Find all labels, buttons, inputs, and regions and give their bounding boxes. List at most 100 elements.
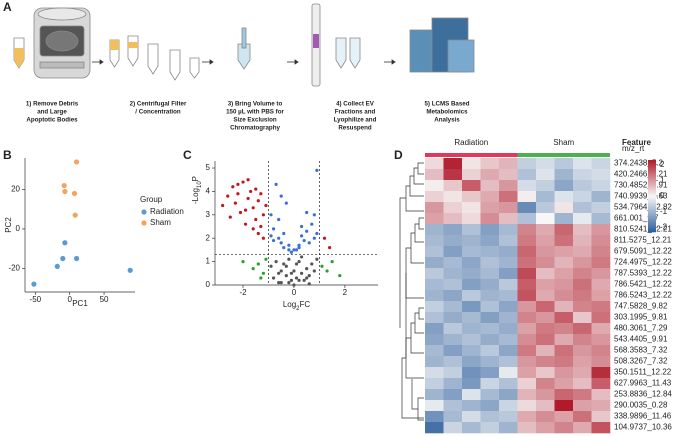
heatmap-cell	[480, 422, 500, 434]
heatmap-cell	[499, 180, 518, 192]
point	[221, 203, 225, 208]
heatmap-cell	[480, 191, 500, 203]
point	[274, 260, 278, 264]
colorbar-segment	[648, 212, 656, 215]
heatmap-cell	[425, 345, 444, 357]
colorbar-segment	[648, 214, 656, 217]
y-tick-label: -20	[8, 263, 20, 272]
axis-label-part: Log	[283, 300, 296, 309]
heatmap-cell	[517, 246, 537, 258]
heatmap-cell	[499, 224, 518, 236]
point	[241, 260, 245, 264]
point	[312, 269, 316, 273]
colorbar-segment	[648, 185, 656, 188]
heatmap-cell	[443, 334, 463, 346]
heatmap-cell	[573, 158, 592, 170]
axis-label-part: FC	[300, 300, 311, 309]
axis-label: Log2FC	[283, 300, 311, 311]
colorbar-segment	[648, 176, 656, 179]
colorbar-segment	[648, 165, 656, 168]
heatmap-cell	[573, 202, 592, 214]
row-label: 508.3267_7.32	[614, 357, 668, 366]
heatmap-cell	[499, 422, 518, 434]
heatmap-cell	[517, 345, 537, 357]
heatmap-cell	[517, 224, 537, 236]
heatmap-cell	[591, 334, 611, 346]
row-label: 627.9963_11.43	[614, 379, 672, 388]
point	[277, 217, 281, 222]
point	[277, 271, 281, 275]
heatmap-cell	[517, 180, 537, 192]
heatmap-cell	[554, 246, 574, 258]
point	[279, 194, 283, 198]
point	[330, 260, 334, 264]
heatmap-cell	[573, 345, 592, 357]
y-tick-label: 0	[206, 280, 211, 289]
heatmap-cell	[425, 268, 444, 280]
heatmap-cell	[591, 213, 611, 225]
heatmap-cell	[443, 411, 463, 423]
heatmap-cell	[462, 323, 481, 335]
heatmap-cell	[554, 169, 574, 181]
point	[302, 238, 306, 243]
heatmap-cell	[462, 301, 481, 313]
heatmap-cell	[462, 378, 481, 390]
row-label: 303.1995_9.81	[614, 313, 668, 322]
heatmap-cell	[480, 334, 500, 346]
point	[299, 234, 304, 238]
row-label: 730.4852_0.91	[614, 181, 668, 190]
point	[249, 189, 253, 194]
step-label: 2) Centrifugal Filter	[130, 101, 187, 108]
colorbar-segment	[648, 163, 656, 166]
workflow-arrows	[92, 59, 396, 65]
heatmap-cell	[462, 279, 481, 291]
point	[73, 255, 80, 262]
heatmap-cell	[573, 301, 592, 313]
colorbar-segment	[648, 228, 656, 231]
heatmap-cell	[443, 290, 463, 302]
heatmap-cell	[462, 422, 481, 434]
point	[259, 192, 263, 196]
heatmap-cell	[591, 246, 611, 258]
heatmap-cell	[554, 213, 574, 225]
heatmap-cell	[573, 180, 592, 192]
heatmap-cell	[425, 290, 444, 302]
heatmap-cell	[591, 323, 611, 335]
heatmap-cell	[536, 334, 555, 346]
heatmap-cell	[591, 257, 611, 269]
colorbar-label: 0	[660, 191, 665, 200]
point	[315, 257, 319, 261]
row-label: 338.9896_11.46	[614, 412, 672, 421]
heatmap-cell	[499, 301, 518, 313]
heatmap-cell	[573, 279, 592, 291]
heatmap-cell	[443, 323, 463, 335]
heatmap-cell	[554, 389, 574, 401]
heatmap-cell	[591, 180, 611, 192]
point	[299, 255, 304, 259]
row-dendrogram	[399, 162, 424, 421]
heatmap-cell	[517, 169, 537, 181]
heatmap-cell	[517, 301, 537, 313]
colorbar-segment	[648, 199, 656, 202]
colorbar-segment	[648, 203, 656, 206]
heatmap-cell	[554, 334, 574, 346]
heatmap-cell	[499, 268, 518, 280]
heatmap-cell	[554, 400, 574, 412]
heatmap-cell	[443, 158, 463, 170]
heatmap-cell	[443, 246, 463, 258]
y-axis-label: PC2	[4, 217, 13, 233]
heatmap-cell	[536, 422, 555, 434]
heatmap-cell	[443, 422, 463, 434]
colorbar-segment	[648, 179, 656, 182]
legend-marker	[141, 220, 147, 226]
panel-letter: B	[3, 148, 12, 162]
heatmap-cell	[425, 202, 444, 214]
axis-label-part: 10	[197, 181, 203, 188]
heatmap-cell	[517, 323, 537, 335]
heatmap-cell	[591, 290, 611, 302]
heatmap-cell	[517, 235, 537, 247]
heatmap-cell	[536, 290, 555, 302]
point	[282, 245, 286, 250]
step-label: Chromatography	[230, 125, 280, 132]
